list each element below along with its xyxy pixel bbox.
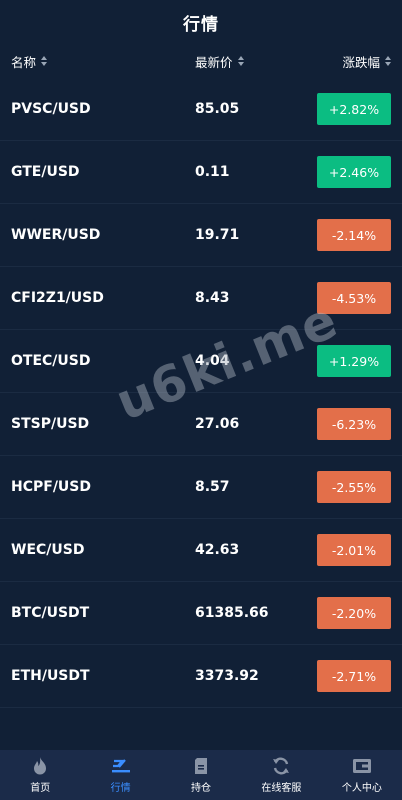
wallet-icon [352,756,372,776]
symbol: GTE/USD [11,164,80,180]
change-badge: -2.01% [317,534,391,566]
column-price-label: 最新价 [195,54,233,70]
sort-icon [385,56,391,66]
market-row[interactable]: BTC/USDT 61385.66 -2.20% [0,582,402,645]
tab-label: 在线客服 [261,783,302,794]
tab-position[interactable]: 持仓 [161,750,241,800]
last-price: 61385.66 [195,605,269,621]
change-badge: +1.29% [317,345,391,377]
symbol: ETH/USDT [11,668,90,684]
sort-by-change[interactable]: 涨跌幅 [342,52,391,71]
change-badge: -2.20% [317,597,391,629]
page-title: 行情 [183,14,219,35]
sort-by-name[interactable]: 名称 [11,52,195,71]
tab-support[interactable]: 在线客服 [241,750,321,800]
market-icon [111,756,131,776]
market-list: PVSC/USD 85.05 +2.82% GTE/USD 0.11 +2.46… [0,78,402,708]
tab-label: 行情 [110,783,131,794]
market-row[interactable]: ETH/USDT 3373.92 -2.71% [0,645,402,708]
market-row[interactable]: WWER/USD 19.71 -2.14% [0,204,402,267]
symbol: OTEC/USD [11,353,91,369]
symbol: CFI2Z1/USD [11,290,104,306]
market-row[interactable]: STSP/USD 27.06 -6.23% [0,393,402,456]
market-row[interactable]: PVSC/USD 85.05 +2.82% [0,78,402,141]
symbol: PVSC/USD [11,101,91,117]
column-headers: 名称 最新价 涨跌幅 [0,44,402,78]
symbol: HCPF/USD [11,479,92,495]
last-price: 8.57 [195,479,230,495]
tab-label: 个人中心 [341,783,382,794]
sort-icon [237,56,244,66]
tab-market[interactable]: 行情 [80,750,160,800]
refresh-icon [271,756,291,776]
last-price: 0.11 [195,164,230,180]
last-price: 42.63 [195,542,240,558]
symbol: WWER/USD [11,227,101,243]
position-icon [191,756,211,776]
tab-profile[interactable]: 个人中心 [322,750,402,800]
last-price: 19.71 [195,227,240,243]
sort-icon [41,56,48,66]
tab-home[interactable]: 首页 [0,750,80,800]
change-badge: +2.46% [317,156,391,188]
last-price: 3373.92 [195,668,259,684]
symbol: BTC/USDT [11,605,90,621]
market-row[interactable]: GTE/USD 0.11 +2.46% [0,141,402,204]
flame-icon [30,756,50,776]
change-badge: -2.55% [317,471,391,503]
tab-label: 持仓 [191,783,212,794]
change-badge: -2.14% [317,219,391,251]
market-row[interactable]: WEC/USD 42.63 -2.01% [0,519,402,582]
market-row[interactable]: CFI2Z1/USD 8.43 -4.53% [0,267,402,330]
symbol: WEC/USD [11,542,85,558]
change-badge: -2.71% [317,660,391,692]
column-change-label: 涨跌幅 [342,54,380,70]
change-badge: -4.53% [317,282,391,314]
last-price: 4.04 [195,353,230,369]
page-header: 行情 [0,0,402,44]
market-row[interactable]: OTEC/USD 4.04 +1.29% [0,330,402,393]
tab-label: 首页 [30,783,51,794]
bottom-tab-bar: 首页 行情 持仓 在线客服 个人中心 [0,750,402,800]
last-price: 27.06 [195,416,240,432]
last-price: 8.43 [195,290,230,306]
change-badge: +2.82% [317,93,391,125]
change-badge: -6.23% [317,408,391,440]
market-row[interactable]: HCPF/USD 8.57 -2.55% [0,456,402,519]
column-name-label: 名称 [11,54,37,70]
last-price: 85.05 [195,101,240,117]
symbol: STSP/USD [11,416,90,432]
sort-by-price[interactable]: 最新价 [195,52,342,71]
